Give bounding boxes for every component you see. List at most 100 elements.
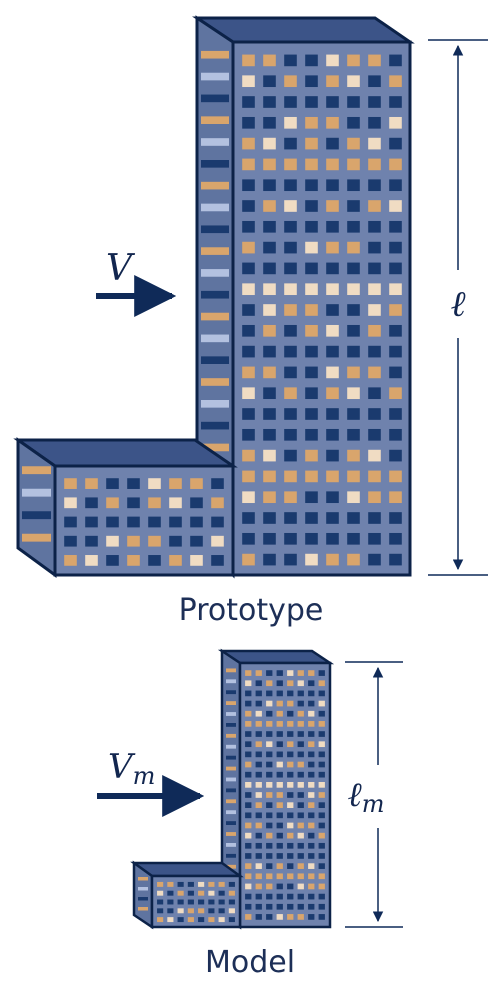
prototype-window — [326, 304, 339, 316]
prototype-side-stripe — [201, 138, 229, 146]
model-window — [308, 731, 315, 737]
prototype-window — [242, 158, 255, 171]
prototype-window — [284, 470, 297, 483]
prototype-side-stripe — [201, 50, 229, 59]
model-window — [287, 721, 294, 727]
prototype-window — [263, 449, 276, 462]
model-side-stripe — [226, 766, 236, 771]
prototype-window — [347, 408, 360, 420]
prototype-side-stripe — [201, 269, 229, 277]
model-window — [266, 863, 273, 869]
prototype-window — [389, 408, 402, 420]
prototype-window — [305, 158, 318, 171]
prototype-block-window — [64, 516, 77, 528]
prototype-window — [326, 200, 339, 212]
prototype-window — [305, 345, 318, 358]
model-window — [318, 751, 325, 758]
prototype-window — [263, 262, 276, 275]
prototype-window — [242, 96, 255, 108]
prototype-window — [242, 179, 255, 192]
model-block-window — [208, 917, 215, 923]
model-window — [276, 710, 283, 717]
model-block-window — [157, 908, 164, 914]
model-side-stripe — [226, 843, 236, 847]
model-window — [308, 893, 315, 900]
model-window — [266, 914, 273, 920]
model-window — [308, 802, 315, 809]
model-window — [308, 842, 315, 849]
model-block-window — [177, 899, 184, 905]
prototype-window — [305, 324, 318, 337]
prototype-window — [284, 408, 297, 420]
prototype-window — [347, 366, 360, 379]
model-window — [266, 721, 273, 727]
prototype-window — [242, 200, 255, 212]
model-window — [318, 781, 325, 788]
model-window — [287, 670, 294, 676]
model-window — [308, 873, 315, 880]
model-length-symbol: ℓ — [348, 775, 362, 815]
prototype-block-side-stripe — [22, 533, 51, 542]
prototype-block-window — [127, 555, 140, 566]
model-window — [308, 853, 315, 859]
model-window — [297, 802, 304, 809]
model-block-window — [177, 890, 184, 896]
prototype-window — [326, 241, 339, 254]
prototype-side-stripe — [201, 290, 229, 299]
model-block-window — [157, 917, 164, 923]
prototype-block-window — [190, 555, 203, 566]
model-window — [255, 822, 262, 829]
model-window — [266, 751, 273, 758]
model-window — [297, 710, 304, 717]
prototype-window — [368, 408, 381, 420]
prototype-window — [368, 428, 381, 441]
model-window — [276, 863, 283, 869]
prototype-window — [368, 553, 381, 566]
prototype-window — [347, 262, 360, 275]
prototype-block-window — [85, 535, 98, 547]
prototype-block-window — [127, 516, 140, 528]
prototype-window — [389, 345, 402, 358]
prototype-side-stripe — [201, 378, 229, 386]
model-window — [266, 670, 273, 676]
model-window — [287, 751, 294, 758]
prototype-window — [305, 428, 318, 441]
prototype-window — [389, 241, 402, 254]
model-window — [297, 903, 304, 910]
prototype-window — [263, 553, 276, 566]
model-window — [276, 771, 283, 778]
model-window — [318, 741, 325, 748]
prototype-window — [305, 553, 318, 566]
prototype-window — [326, 408, 339, 420]
prototype-window — [326, 345, 339, 358]
prototype-window — [263, 220, 276, 233]
model-window — [255, 903, 262, 910]
prototype-building — [13, 15, 415, 579]
model-caption: Model — [205, 945, 295, 980]
prototype-window — [284, 116, 297, 129]
model-window — [245, 873, 252, 880]
prototype-window — [305, 408, 318, 420]
model-side-stripe — [226, 777, 236, 782]
model-side-stripe — [226, 788, 236, 793]
model-block-window — [198, 899, 205, 905]
model-window — [245, 731, 252, 737]
model-block-window — [218, 908, 225, 914]
prototype-window — [305, 241, 318, 254]
prototype-side-stripe — [201, 94, 229, 103]
prototype-velocity-label: V — [106, 248, 136, 289]
model-window — [245, 792, 252, 798]
model-side-stripe — [226, 755, 236, 760]
model-window — [245, 700, 252, 707]
prototype-window — [368, 54, 381, 67]
model-window — [287, 853, 294, 859]
prototype-side-stripe — [201, 421, 229, 430]
prototype-window — [242, 387, 255, 400]
model-block-window — [228, 899, 235, 905]
prototype-window — [347, 158, 360, 171]
model-window — [297, 812, 304, 819]
model-block-window — [208, 899, 215, 905]
model-block-window — [177, 908, 184, 914]
prototype-block-side-stripe — [22, 488, 51, 497]
prototype-window — [368, 283, 381, 296]
